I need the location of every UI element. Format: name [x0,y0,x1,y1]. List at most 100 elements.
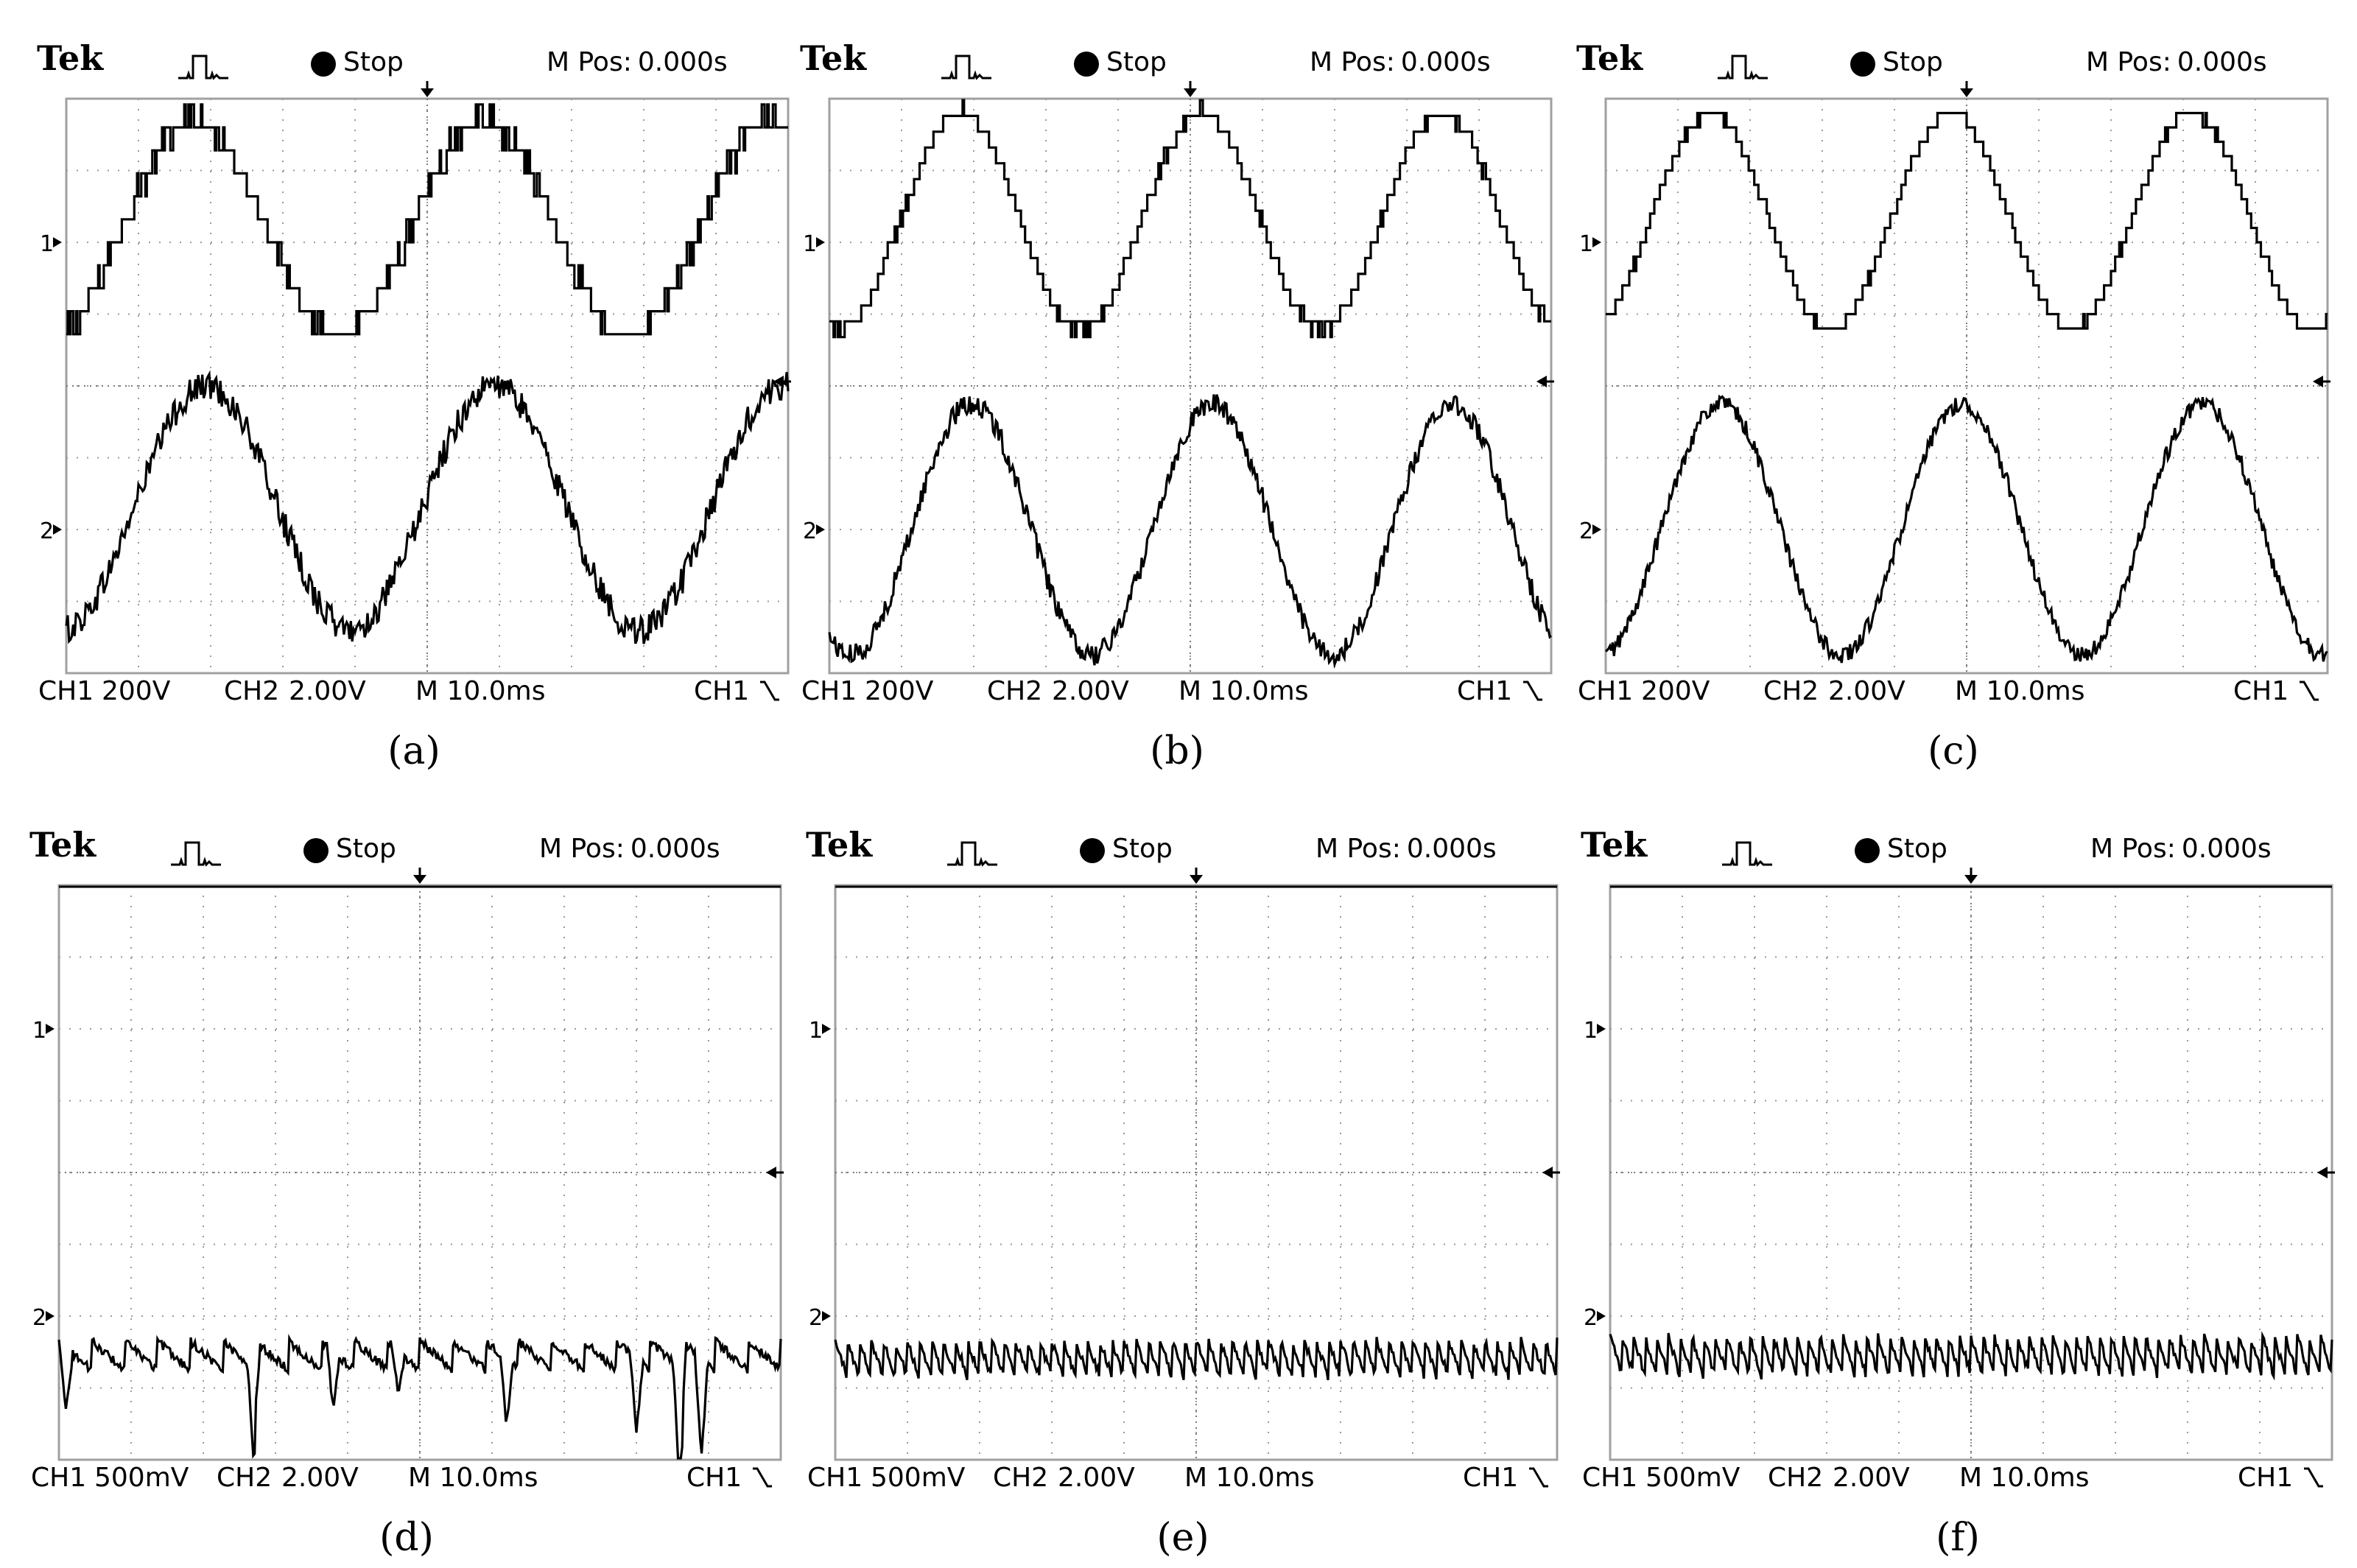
scope-screen: 12 [809,868,1560,1461]
ch1-trace [829,99,1551,339]
acquire-mode-icon [1722,841,1772,867]
run-state-label: Stop [1883,47,1943,77]
scope-header: Tek Stop M Pos: 0.000s [800,818,1566,884]
ch1-scale: 500mV [1645,1463,1740,1493]
run-state-label: Stop [1887,834,1947,864]
scope-footer: CH1 500mV CH2 2.00V M 10.0ms CH1 [1575,1463,2341,1500]
trigger-level-arrow-icon [1542,1167,1553,1178]
trigger-position-arrow-icon [413,875,426,884]
mpos-label: M Pos: [1310,47,1395,77]
run-state-icon [303,838,329,863]
scope-panel: Tek Stop M Pos: 0.000s 1 2 CH1 200V CH2 2.00V M 10… [794,31,1560,773]
mpos-value: 0.000s [1406,834,1497,864]
ch2-scale: 2.00V [1052,676,1129,706]
ch2-trace [828,394,1553,669]
run-state-label: Stop [336,834,396,864]
scope-screen: 12 [1579,81,2330,675]
trigger-level-arrow-icon [2317,1167,2328,1178]
timebase-label: M 10.0ms [415,676,546,706]
horizontal-position: M Pos: 0.000s [1310,47,1491,77]
run-state-icon [1855,838,1880,863]
ch1-ground-arrow-icon [822,1024,831,1034]
mpos-value: 0.000s [630,834,720,864]
mpos-label: M Pos: [1316,834,1401,864]
brand-label: Tek [806,825,873,865]
run-state-icon [1074,52,1099,77]
scope-header: Tek Stop M Pos: 0.000s [24,818,790,884]
scope-panel: Tek Stop M Pos: 0.000s 1 2 CH1 500mV CH2 2.00V M 1… [1575,818,2341,1560]
trigger-position-arrow-icon [1190,875,1203,884]
ch1-label: CH1 [801,676,857,706]
acquire-mode-icon [178,55,228,80]
scope-panel: Tek Stop M Pos: 0.000s 1 2 CH1 200V CH2 2.00V M 10… [1570,31,2336,773]
trigger-source: CH1 [1463,1463,1519,1493]
ch2-scale: 2.00V [1058,1463,1135,1493]
mpos-value: 0.000s [1400,47,1491,77]
ch2-label: CH2 [217,1463,273,1493]
ch2-trace [834,1337,1559,1381]
scope-footer: CH1 200V CH2 2.00V M 10.0ms CH1 [1570,676,2336,713]
horizontal-position: M Pos: 0.000s [2086,47,2267,77]
ch1-label: CH1 [1582,1463,1638,1493]
timebase-label: M 10.0ms [1184,1463,1315,1493]
ch1-scale: 200V [102,676,171,706]
ch1-ground-arrow-icon [816,237,825,247]
run-state-label: Stop [343,47,404,77]
ch2-trace [1609,1331,2333,1381]
ch2-ground-marker: 2 [1584,1305,1598,1331]
brand-label: Tek [1581,825,1648,865]
ch1-label: CH1 [38,676,94,706]
ch1-scale: 200V [1641,676,1710,706]
mpos-label: M Pos: [2086,47,2171,77]
mpos-value: 0.000s [2177,47,2267,77]
falling-edge-icon [2300,681,2319,701]
ch1-ground-arrow-icon [1597,1024,1606,1034]
panel-caption: (d) [379,1516,434,1560]
ch1-ground-marker: 1 [1584,1018,1598,1044]
ch2-trace [65,370,790,644]
horizontal-position: M Pos: 0.000s [2090,834,2272,864]
ch1-ground-arrow-icon [1592,237,1601,247]
scope-header: Tek Stop M Pos: 0.000s [1575,818,2341,884]
ch2-trace [57,1333,782,1460]
panel-caption: (a) [387,729,440,773]
ch2-scale: 2.00V [281,1463,359,1493]
trigger-position-arrow-icon [421,88,434,97]
ch2-ground-arrow-icon [1597,1311,1606,1321]
ch1-label: CH1 [31,1463,87,1493]
horizontal-position: M Pos: 0.000s [1316,834,1497,864]
ch2-label: CH2 [1768,1463,1824,1493]
ch2-label: CH2 [224,676,280,706]
timebase-label: M 10.0ms [1959,1463,2090,1493]
ch1-ground-marker: 1 [809,1018,823,1044]
scope-header: Tek Stop M Pos: 0.000s [794,31,1560,97]
ch2-ground-marker: 2 [809,1305,823,1331]
mpos-label: M Pos: [547,47,632,77]
trigger-source: CH1 [2233,676,2289,706]
scope-footer: CH1 200V CH2 2.00V M 10.0ms CH1 [794,676,1560,713]
ch1-label: CH1 [1578,676,1634,706]
ch1-scale: 500mV [94,1463,189,1493]
ch2-ground-marker: 2 [40,518,54,544]
mpos-label: M Pos: [2090,834,2176,864]
trigger-level-arrow-icon [1536,376,1547,387]
trigger-position-arrow-icon [1964,875,1978,884]
panel-caption: (f) [1936,1516,1980,1560]
scope-footer: CH1 500mV CH2 2.00V M 10.0ms CH1 [800,1463,1566,1500]
scope-panel: Tek Stop M Pos: 0.000s 1 2 CH1 500mV CH2 2.00V M 1… [24,818,790,1560]
ch2-label: CH2 [993,1463,1049,1493]
acquire-mode-icon [171,841,221,867]
ch2-ground-arrow-icon [46,1311,55,1321]
trigger-level-arrow-icon [2313,376,2323,387]
ch2-label: CH2 [987,676,1043,706]
ch2-ground-marker: 2 [32,1305,46,1331]
scope-screen: 12 [40,81,791,675]
scope-footer: CH1 200V CH2 2.00V M 10.0ms CH1 [31,676,797,713]
scope-screen: 12 [32,868,784,1461]
ch2-ground-marker: 2 [1579,518,1593,544]
scope-screen: 12 [803,81,1554,675]
trigger-source: CH1 [2238,1463,2294,1493]
trigger-source: CH1 [694,676,750,706]
ch1-trace [66,103,788,336]
falling-edge-icon [753,1467,772,1488]
